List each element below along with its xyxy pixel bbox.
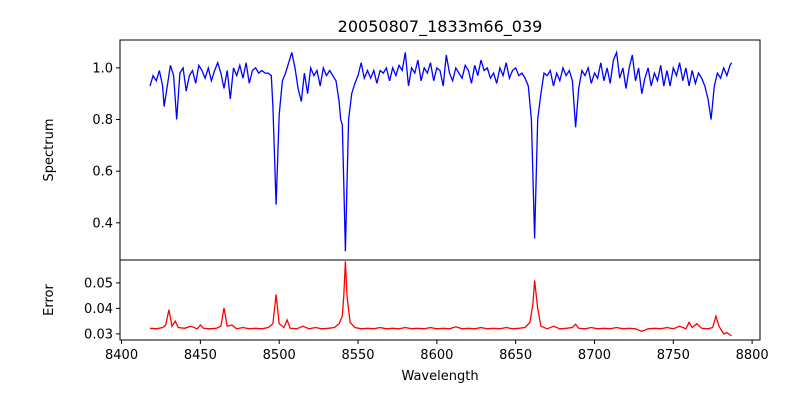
x-tick-label: 8500 — [263, 348, 296, 363]
y-tick-label: 0.05 — [84, 276, 113, 291]
chart-title: 20050807_1833m66_039 — [338, 17, 543, 37]
x-tick-label: 8550 — [341, 348, 374, 363]
y-tick-label: 0.4 — [92, 216, 113, 231]
plot-frame — [119, 259, 761, 341]
x-tick-label: 8800 — [736, 348, 769, 363]
x-axis-label: Wavelength — [401, 369, 478, 384]
x-tick-label: 8600 — [420, 348, 453, 363]
y-tick-label: 0.6 — [92, 165, 113, 180]
y-axis-label-error: Error — [42, 284, 57, 316]
y-tick-label: 0.04 — [84, 302, 113, 317]
error-series-line — [149, 261, 732, 337]
y-tick-label: 0.03 — [84, 327, 113, 342]
x-tick-label: 8400 — [105, 348, 138, 363]
x-tick-label: 8750 — [657, 348, 690, 363]
spectrum-series-line — [149, 49, 733, 252]
y-tick-label: 0.8 — [92, 113, 113, 128]
x-tick-label: 8650 — [499, 348, 532, 363]
x-tick-label: 8450 — [184, 348, 217, 363]
y-axis-label-spectrum: Spectrum — [42, 119, 57, 182]
x-tick-label: 8700 — [578, 348, 611, 363]
y-tick-label: 1.0 — [92, 61, 113, 76]
